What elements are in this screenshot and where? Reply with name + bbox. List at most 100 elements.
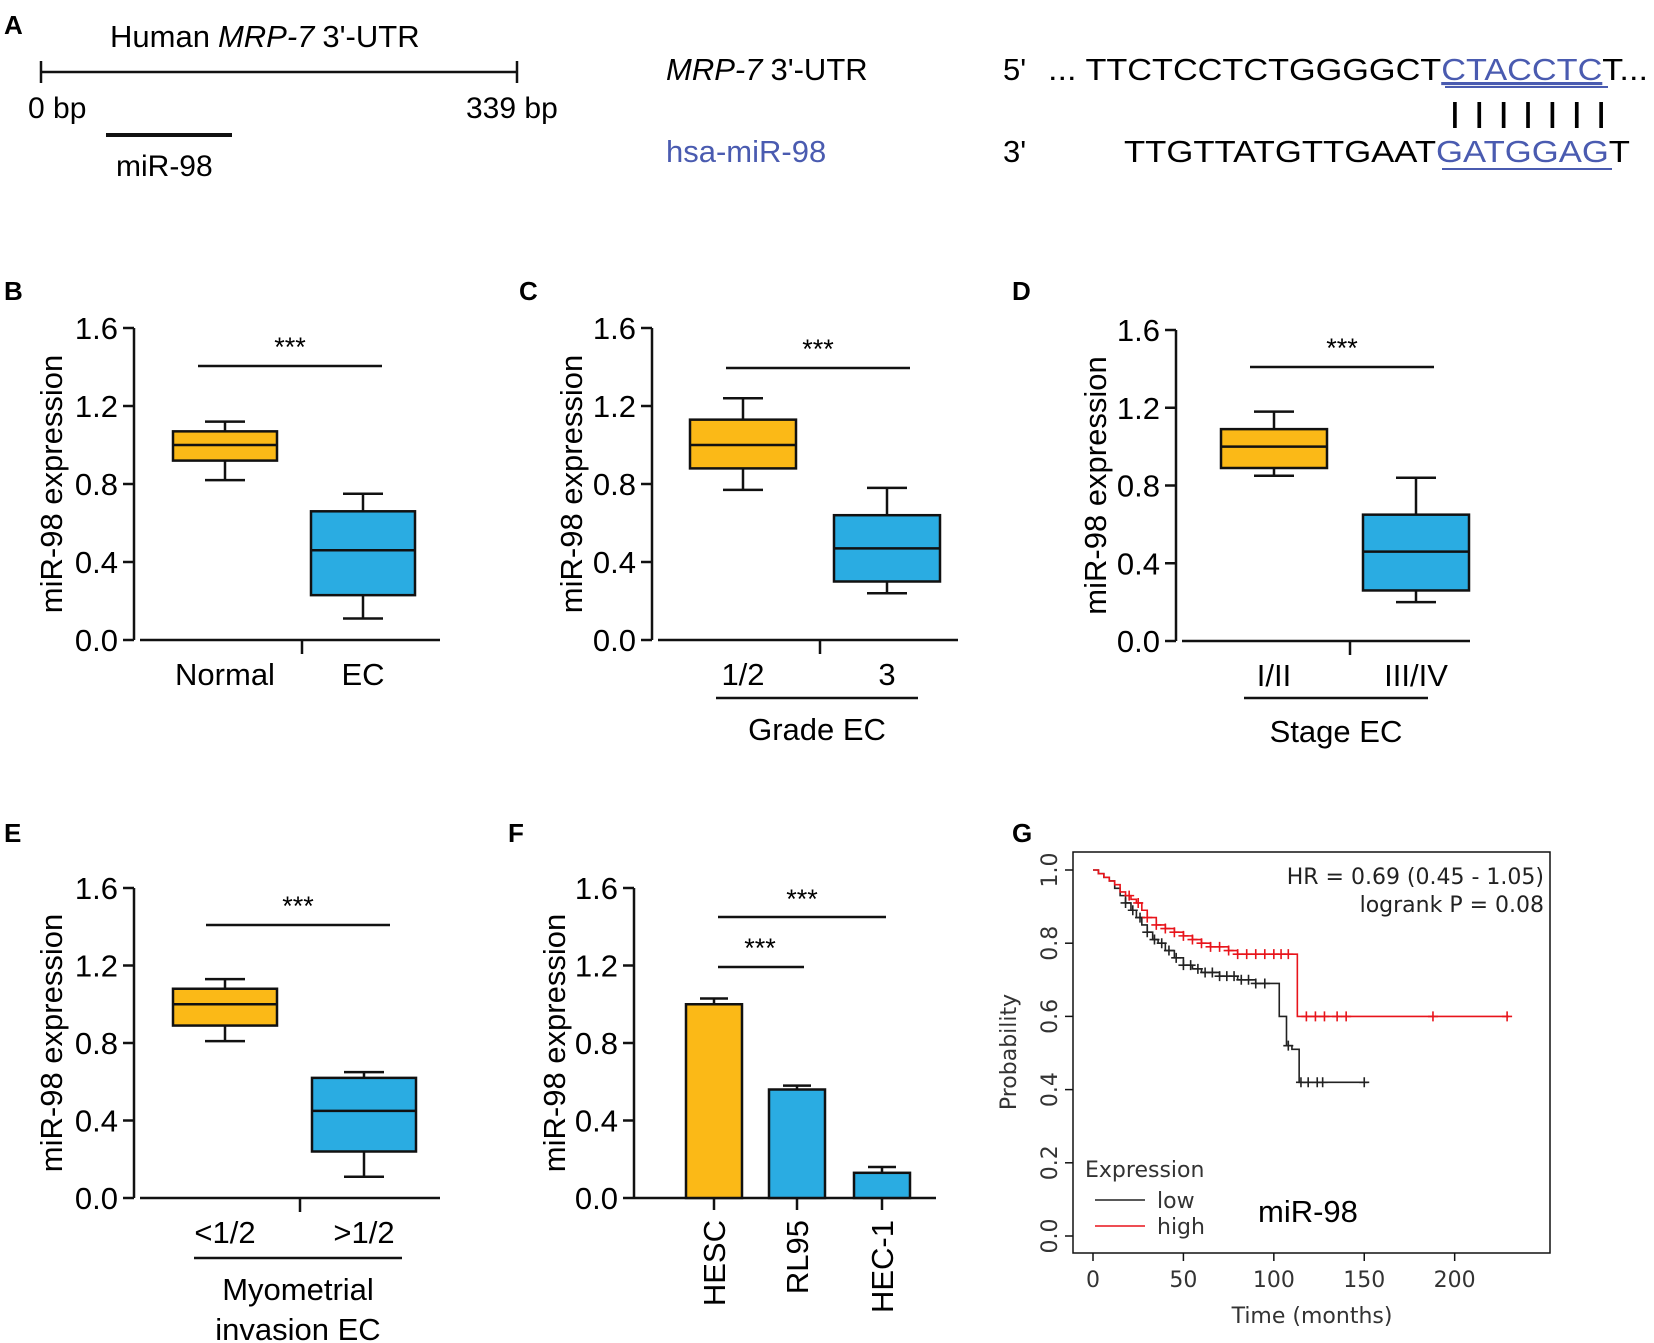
panel-g-x-tick-label: 50 bbox=[1169, 1268, 1197, 1293]
panel-f-y-tick-label: 1.2 bbox=[575, 949, 618, 984]
mirna-sequence-tail: T bbox=[1609, 134, 1630, 169]
utr-title-prefix: Human bbox=[110, 19, 210, 54]
panel-e-y-tick-label: 0.4 bbox=[75, 1104, 118, 1139]
panel-g-legend-label-high: high bbox=[1157, 1215, 1205, 1240]
panel-g-censor-mark-low bbox=[1142, 927, 1153, 938]
panel-e-y-tick-label: 0.0 bbox=[75, 1181, 118, 1216]
panel-d-y-tick-label: 1.2 bbox=[1117, 391, 1160, 426]
panel-g-censor-mark-low bbox=[1163, 945, 1174, 956]
panel-b-box-1 bbox=[171, 420, 279, 482]
panel-g-censor-mark-low bbox=[1283, 1040, 1294, 1051]
panel-e-box-1 bbox=[171, 977, 279, 1043]
panel-label-g: G bbox=[1012, 818, 1032, 848]
panel-e-category-label: >1/2 bbox=[333, 1215, 394, 1250]
panel-g-x-axis-label: Time (months) bbox=[1231, 1304, 1393, 1329]
utr-scale-end-label: 339 bp bbox=[466, 92, 558, 125]
panel-f-category-label: HESC bbox=[697, 1220, 732, 1306]
panel-c-category-label: 3 bbox=[878, 657, 895, 692]
panel-g-censor-mark-high bbox=[1160, 923, 1171, 934]
panel-c-group-label: Grade EC bbox=[748, 712, 886, 747]
utr-sequence-seed: CTACCTC bbox=[1441, 52, 1602, 87]
utr-sequence-tail: T... bbox=[1602, 52, 1648, 87]
seed-pairing-marks: | | | | | | | bbox=[1449, 97, 1607, 128]
panel-e-y-tick-label: 0.8 bbox=[75, 1026, 118, 1061]
panel-e-group-label-line1: Myometrial bbox=[222, 1272, 374, 1307]
box-iqr bbox=[310, 1076, 418, 1153]
panel-g-censor-mark-low bbox=[1359, 1077, 1370, 1088]
utr-sequence-lead: ... TTCTCCTCTGGGGCT bbox=[1048, 52, 1441, 87]
panel-c-y-tick-label: 0.4 bbox=[593, 545, 636, 580]
panel-g-censor-mark-high bbox=[1427, 1011, 1438, 1022]
panel-e-significance-label: *** bbox=[282, 891, 314, 921]
panel-c-y-tick-label: 1.2 bbox=[593, 389, 636, 424]
panel-g-censor-mark-high bbox=[1259, 949, 1270, 960]
mir-binding-site-label: miR-98 bbox=[116, 150, 213, 183]
mirna-sequence-seed: GATGGAG bbox=[1436, 134, 1609, 169]
box-iqr bbox=[309, 510, 417, 597]
panel-g-censor-mark-high bbox=[1124, 890, 1135, 901]
panel-g-censor-mark-high bbox=[1301, 1011, 1312, 1022]
utr-title-suffix: 3'-UTR bbox=[322, 19, 419, 54]
row1-label: MRP-7 3'-UTR bbox=[666, 52, 868, 87]
panel-g-y-tick-label: 1.0 bbox=[1038, 853, 1063, 888]
panel-g-censor-mark-high bbox=[1187, 934, 1198, 945]
mirna-sequence-lead: TTGTTATGTTGAAT bbox=[1124, 134, 1436, 169]
panel-a: A Human MRP-7 3'-UTR 0 bp 339 bp miR-98 MR… bbox=[4, 10, 1648, 183]
panel-b-significance-label: *** bbox=[274, 332, 306, 362]
panel-f-category-label: HEC-1 bbox=[865, 1220, 900, 1313]
panel-d-significance-label: *** bbox=[1326, 333, 1358, 363]
panel-f-y-tick-label: 0.4 bbox=[575, 1104, 618, 1139]
panel-g-censor-mark-high bbox=[1223, 945, 1234, 956]
panel-d-y-tick-label: 0.4 bbox=[1117, 546, 1160, 581]
panel-g-logrank-p: logrank P = 0.08 bbox=[1360, 893, 1544, 918]
panel-c-box-2 bbox=[832, 486, 942, 595]
panel-c-y-tick-label: 0.8 bbox=[593, 467, 636, 502]
panel-label-c: C bbox=[519, 276, 538, 306]
utr-sequence: ... TTCTCCTCTGGGGCT CTACCTC T... bbox=[1048, 52, 1648, 87]
panel-g-censor-mark-low bbox=[1317, 1077, 1328, 1088]
panel-g-censor-mark-low bbox=[1259, 978, 1270, 989]
panel-b-y-tick-label: 0.8 bbox=[75, 467, 118, 502]
utr-title-gene: MRP-7 bbox=[218, 19, 316, 54]
panel-c-box-1 bbox=[688, 396, 798, 492]
panel-c-y-tick-label: 1.6 bbox=[593, 311, 636, 346]
row2-label: hsa-miR-98 bbox=[666, 134, 826, 169]
panel-g-censor-mark-high bbox=[1283, 949, 1294, 960]
panel-d-y-tick-label: 0.0 bbox=[1117, 624, 1160, 659]
panel-g-plot-frame bbox=[1072, 851, 1551, 1254]
panel-g-x-tick-label: 100 bbox=[1253, 1268, 1295, 1293]
panel-c-y-axis-label: miR-98 expression bbox=[554, 355, 589, 613]
panel-c-significance-label: *** bbox=[802, 334, 834, 364]
panel-d-y-tick-label: 0.8 bbox=[1117, 469, 1160, 504]
panel-f-y-tick-label: 0.8 bbox=[575, 1026, 618, 1061]
panel-b-y-tick-label: 1.6 bbox=[75, 311, 118, 346]
panel-g-x-tick-label: 200 bbox=[1434, 1268, 1476, 1293]
panel-e-category-label: <1/2 bbox=[194, 1215, 255, 1250]
panel-d-category-label: I/II bbox=[1257, 658, 1291, 693]
panel-e-group-label-line2: invasion EC bbox=[215, 1312, 380, 1343]
panel-e-y-tick-label: 1.6 bbox=[75, 871, 118, 906]
panel-g-censor-mark-high bbox=[1250, 949, 1261, 960]
panel-g-censor-mark-high bbox=[1205, 941, 1216, 952]
panel-label-a: A bbox=[4, 10, 23, 40]
panel-c-y-tick-label: 0.0 bbox=[593, 623, 636, 658]
panel-g-hazard-ratio: HR = 0.69 (0.45 - 1.05) bbox=[1287, 865, 1544, 890]
panel-g-y-tick-label: 0.0 bbox=[1038, 1219, 1063, 1254]
panel-g-censor-mark-low bbox=[1250, 978, 1261, 989]
panel-g-censor-mark-low bbox=[1207, 967, 1218, 978]
panel-label-f: F bbox=[508, 818, 524, 848]
panel-label-e: E bbox=[4, 818, 21, 848]
panel-g-censor-mark-low bbox=[1185, 960, 1196, 971]
mirna-sequence: TTGTTATGTTGAAT GATGGAG T bbox=[1124, 134, 1630, 169]
panel-e-y-axis-label: miR-98 expression bbox=[34, 914, 69, 1172]
panel-label-d: D bbox=[1012, 276, 1031, 306]
panel-g-censor-mark-high bbox=[1178, 930, 1189, 941]
panel-f-y-tick-label: 0.0 bbox=[575, 1181, 618, 1216]
panel-b-y-tick-label: 1.2 bbox=[75, 389, 118, 424]
panel-g-censor-mark-high bbox=[1502, 1011, 1513, 1022]
panel-g-legend-label-low: low bbox=[1157, 1189, 1195, 1214]
panel-e-y-tick-label: 1.2 bbox=[75, 949, 118, 984]
panel-f-bar-hesc bbox=[684, 1003, 744, 1200]
panel-g-censor-mark-high bbox=[1319, 1011, 1330, 1022]
